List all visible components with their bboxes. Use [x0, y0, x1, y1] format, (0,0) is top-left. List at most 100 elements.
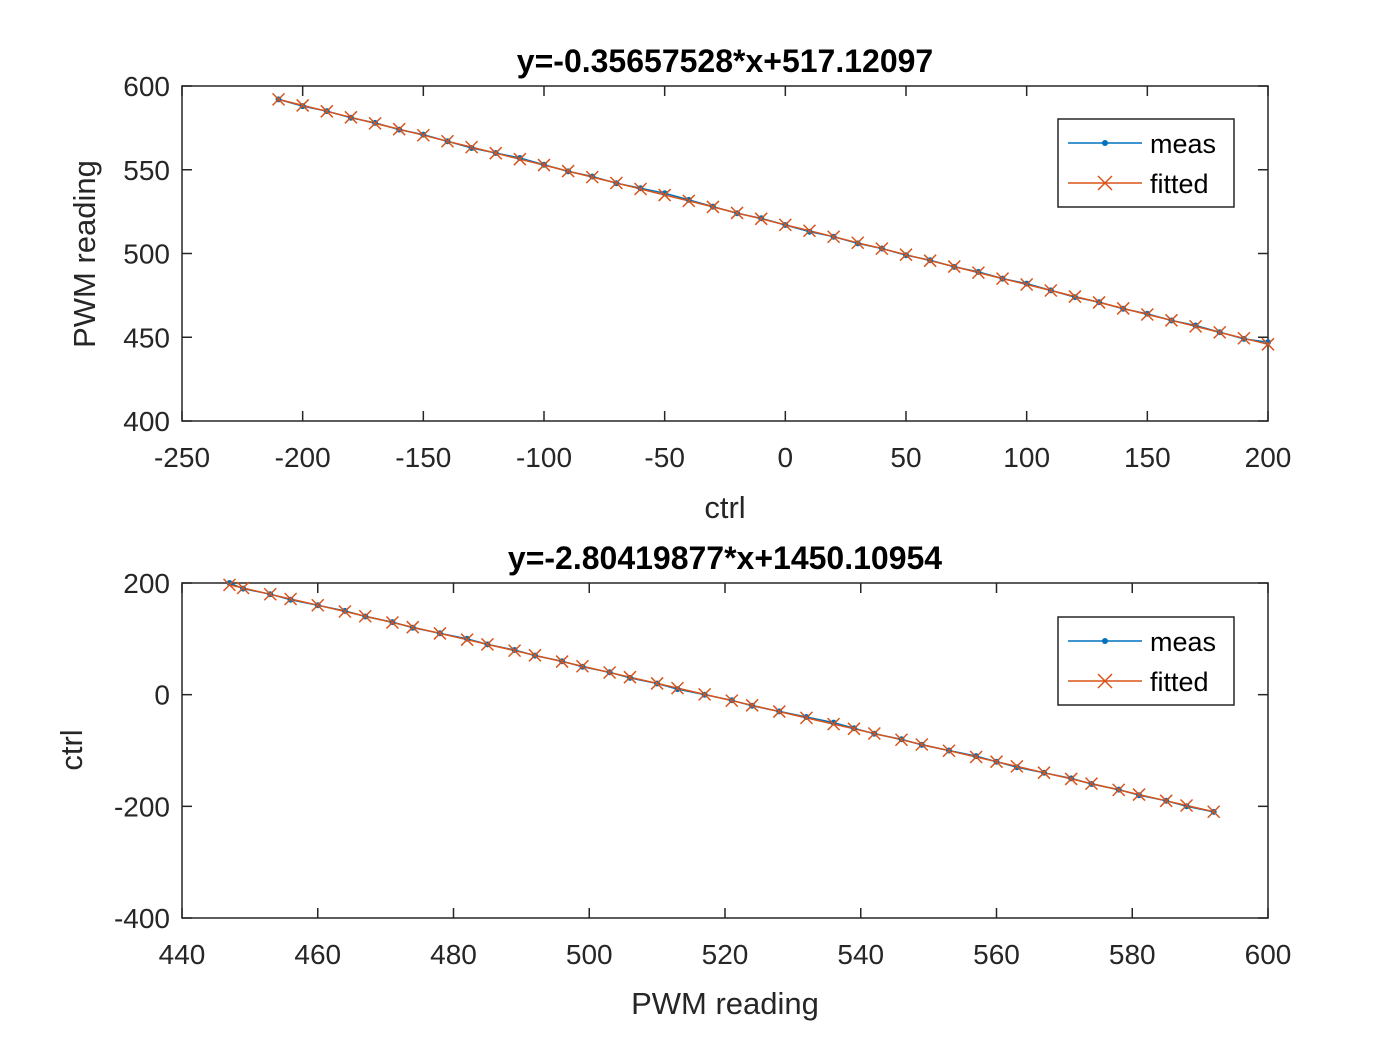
bottom-x-ticks: 440 460 480 500 520 540 560 580 600 [159, 583, 1291, 970]
bottom-x-tick-label: 560 [973, 939, 1020, 970]
top-x-axis-label: ctrl [704, 490, 745, 525]
top-fitted-point [513, 152, 527, 166]
top-fitted-point [706, 200, 720, 214]
bottom-fitted-point [1064, 772, 1078, 786]
top-x-tick-label: -150 [395, 442, 451, 473]
bottom-fitted-point [847, 722, 861, 736]
bottom-y-ticks: -400 -200 0 200 [114, 568, 1268, 934]
top-fitted-point [923, 254, 937, 268]
top-fitted-point [947, 260, 961, 274]
bottom-fitted-point [480, 637, 494, 651]
top-x-tick-label: -100 [516, 442, 572, 473]
top-legend-meas-label: meas [1150, 129, 1216, 159]
bottom-y-tick-label: 0 [154, 680, 170, 711]
bottom-meas-point [226, 580, 233, 586]
bottom-legend: meas fitted [1057, 616, 1235, 706]
bottom-fitted-point [358, 609, 372, 623]
bottom-fitted-point [745, 698, 759, 712]
bottom-x-tick-label: 480 [430, 939, 477, 970]
bottom-legend-fitted-label: fitted [1150, 667, 1209, 697]
bottom-fitted-point [772, 705, 786, 719]
top-fitted-point [1044, 283, 1058, 298]
top-meas-point [661, 190, 668, 197]
bottom-y-tick-label: -200 [114, 791, 170, 822]
bottom-fitted-point [603, 665, 617, 680]
top-x-tick-label: -200 [275, 442, 331, 473]
top-y-ticks: 400 450 500 550 600 [123, 71, 1268, 437]
bottom-fitted-point [799, 711, 813, 725]
top-fitted-point [416, 128, 430, 142]
bottom-x-axis-label: PWM reading [631, 986, 819, 1021]
top-legend-box [1057, 118, 1235, 208]
top-y-tick-label: 600 [123, 71, 170, 102]
top-y-axis-label: PWM reading [67, 160, 102, 348]
top-fitted-point [344, 110, 358, 124]
bottom-fitted-point [385, 615, 399, 630]
bottom-fitted-point [969, 750, 983, 764]
bottom-x-tick-label: 540 [837, 939, 884, 970]
bottom-fitted-point [406, 620, 420, 634]
bottom-fitted-point [311, 598, 325, 612]
top-fitted-point [1237, 331, 1251, 345]
bottom-x-tick-label: 500 [566, 939, 613, 970]
bottom-fitted-point [1112, 783, 1126, 797]
bottom-fitted-point [1159, 794, 1173, 808]
top-fitted-point [899, 248, 913, 262]
top-fitted-point [1189, 319, 1203, 333]
bottom-fitted-point [1037, 766, 1051, 780]
top-fitted-point [1092, 295, 1106, 309]
bottom-fitted-point [894, 733, 909, 747]
top-fitted-point [1164, 313, 1179, 327]
top-fitted-point [730, 206, 744, 220]
bottom-x-tick-label: 520 [702, 939, 749, 970]
top-fitted-point [971, 266, 985, 280]
bottom-fitted-point [989, 755, 1004, 769]
top-fitted-point [1020, 277, 1034, 292]
top-fitted-line [278, 98, 1269, 346]
bottom-fitted-point [528, 648, 542, 662]
bottom-fitted-point [575, 659, 589, 673]
top-x-tick-label: 0 [778, 442, 794, 473]
top-fitted-point [1213, 325, 1227, 339]
bottom-fitted-point [263, 587, 277, 601]
top-fitted-point [875, 242, 889, 256]
top-y-tick-label: 400 [123, 406, 170, 437]
bottom-fitted-point [508, 644, 522, 658]
top-y-tick-label: 500 [123, 239, 170, 270]
top-subplot: y=-0.35657528*x+517.12097 ctrl PWM readi… [67, 43, 1291, 525]
bottom-legend-box [1057, 616, 1235, 706]
bottom-fitted-point [555, 655, 569, 669]
top-x-tick-label: 150 [1124, 442, 1171, 473]
bottom-fitted-point [698, 687, 712, 701]
top-fitted-point [1068, 290, 1082, 304]
top-fitted-point [1261, 337, 1275, 351]
top-chart-title: y=-0.35657528*x+517.12097 [517, 43, 933, 79]
bottom-y-axis-label: ctrl [54, 729, 89, 770]
top-meas-point [516, 155, 523, 161]
top-fitted-point [682, 194, 696, 208]
bottom-data-marks [222, 578, 1221, 819]
top-legend: meas fitted [1057, 118, 1235, 208]
bottom-fitted-point [1084, 777, 1099, 791]
top-fitted-point [802, 224, 816, 238]
top-fitted-point [320, 104, 334, 118]
bottom-fitted-point [1207, 805, 1221, 819]
bottom-y-tick-label: 200 [123, 568, 170, 599]
top-fitted-point [827, 230, 841, 244]
top-legend-fitted-label: fitted [1150, 169, 1209, 199]
top-fitted-point [392, 122, 406, 136]
bottom-fitted-point [650, 676, 664, 690]
top-fitted-point [272, 92, 286, 106]
top-fitted-point [658, 188, 672, 202]
bottom-fitted-point [460, 633, 474, 647]
bottom-fitted-point [433, 626, 447, 640]
top-fitted-point [561, 164, 575, 178]
top-fitted-point [754, 212, 768, 226]
bottom-fitted-point [1010, 759, 1024, 773]
bottom-legend-meas-marker [1102, 638, 1108, 644]
top-fitted-point [1116, 301, 1130, 315]
bottom-chart-title: y=-2.80419877*x+1450.10954 [508, 540, 942, 576]
bottom-fitted-point [222, 578, 237, 592]
bottom-x-tick-label: 580 [1109, 939, 1156, 970]
